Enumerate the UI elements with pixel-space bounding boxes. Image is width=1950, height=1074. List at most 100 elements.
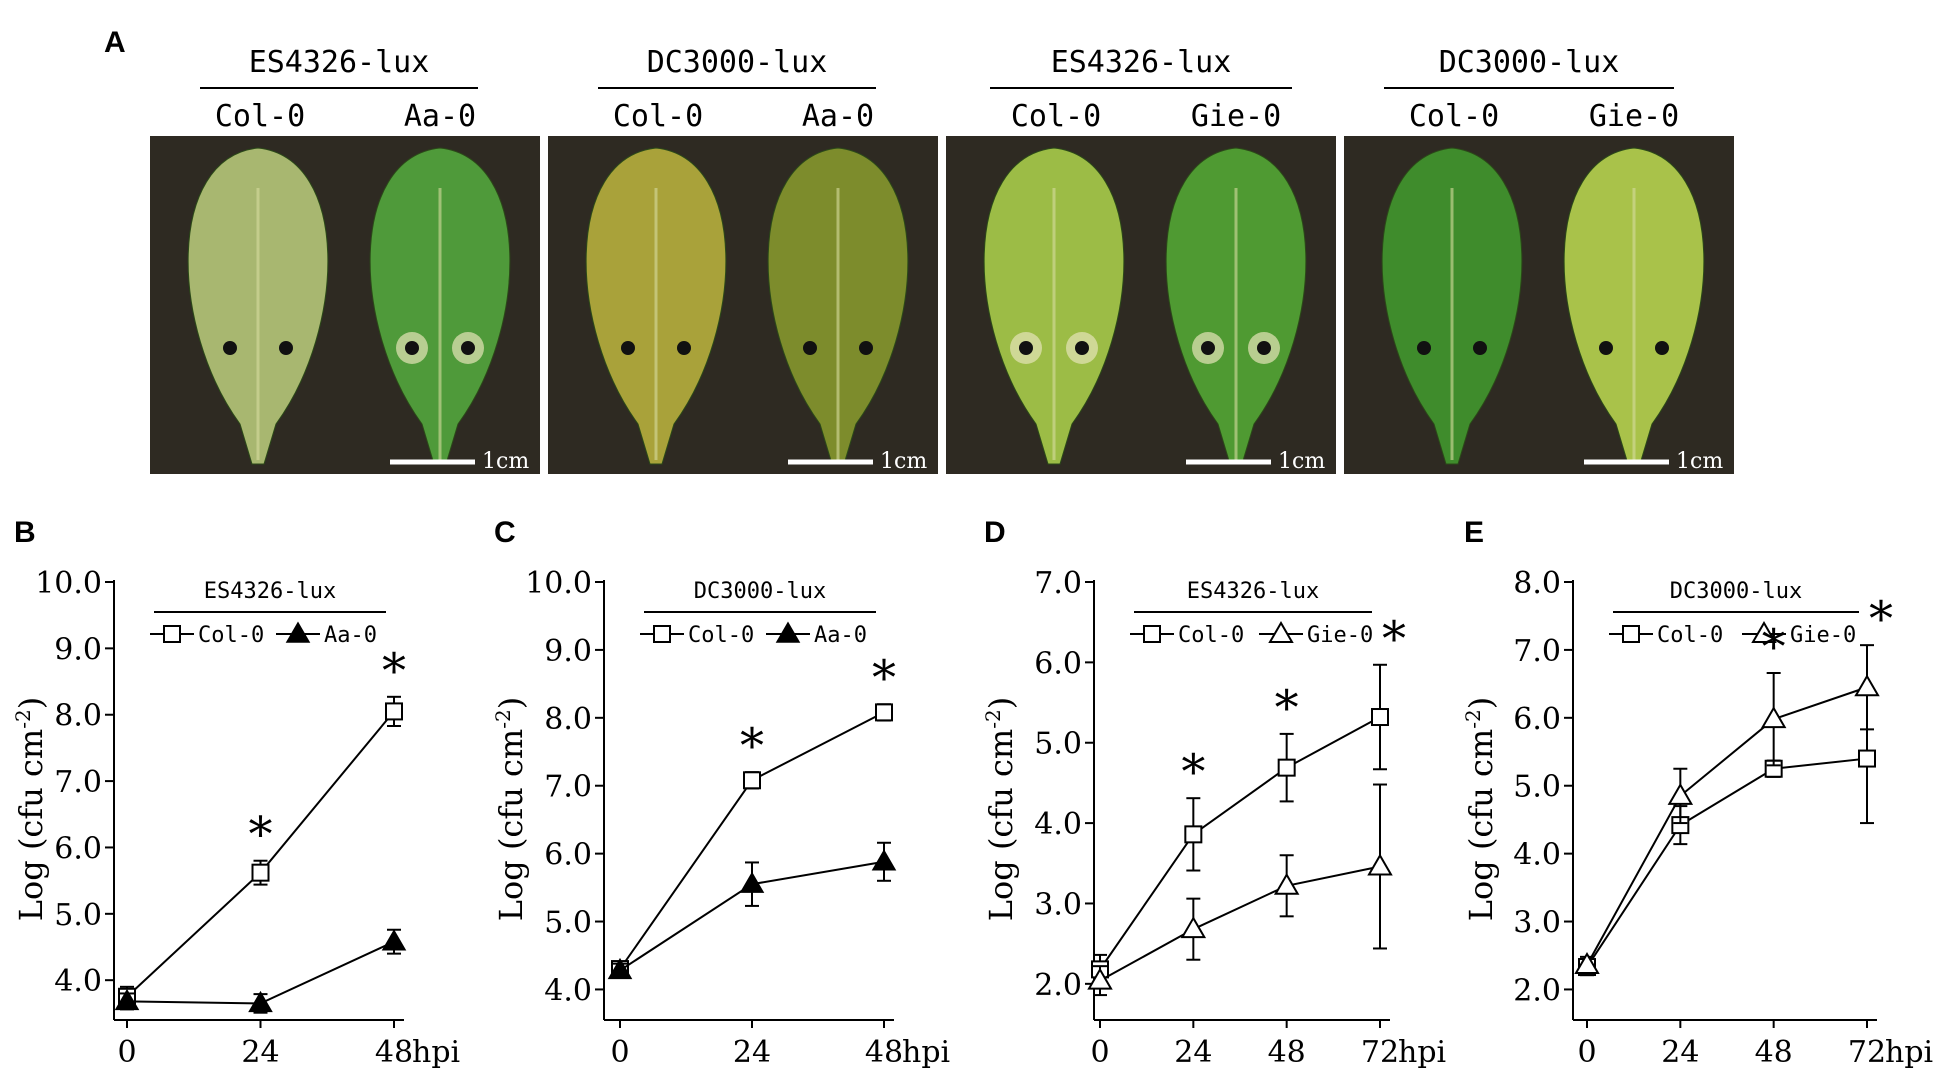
marker-open-triangle (1180, 916, 1207, 939)
x-tick-label: 48 (1268, 1035, 1306, 1070)
marker-open-square (1622, 625, 1640, 643)
marker-open-triangle (1854, 674, 1880, 697)
marker-open-square (1858, 749, 1876, 768)
marker-open-square (1277, 758, 1296, 777)
series-col-0 (1578, 693, 1876, 977)
x-unit-label: hpi (412, 1035, 460, 1070)
inoculation-hole (1599, 341, 1613, 355)
inoculation-hole (859, 341, 873, 355)
legend-title: ES4326-lux (1187, 579, 1319, 604)
y-tick-label: 2.0 (1513, 973, 1561, 1008)
panel-label: E (1464, 516, 1484, 549)
y-axis-title-close: ) (1462, 697, 1500, 709)
genotype-label: Aa-0 (802, 99, 874, 134)
marker-filled-triangle (775, 621, 801, 643)
y-tick-label: 7.0 (544, 770, 592, 805)
y-tick-label: 7.0 (54, 765, 102, 800)
y-tick-label: 4.0 (1513, 838, 1561, 873)
y-axis-title-sup: -2 (11, 709, 35, 728)
scale-bar-label: 1cm (1676, 449, 1723, 474)
y-tick-label: 6.0 (544, 838, 592, 873)
inoculation-hole (1075, 341, 1089, 355)
y-tick-label: 4.0 (544, 973, 592, 1008)
legend-label: Col-0 (198, 623, 264, 648)
legend-label: Aa-0 (814, 623, 867, 648)
genotype-label: Aa-0 (404, 99, 476, 134)
significance-star: * (1869, 591, 1893, 647)
marker-filled-triangle (285, 621, 311, 643)
y-axis-title-text: Log (cfu cm (492, 729, 530, 921)
x-tick-label: 48 (375, 1035, 413, 1070)
y-axis-title-text: Log (cfu cm (12, 729, 50, 921)
marker-open-square (163, 625, 181, 643)
inoculation-hole (1655, 341, 1669, 355)
legend-title: DC3000-lux (694, 579, 826, 604)
marker-open-triangle (1574, 951, 1600, 974)
strain-label: DC3000-lux (647, 45, 828, 80)
marker-filled-triangle (607, 957, 633, 980)
x-tick-label: 0 (1577, 1035, 1596, 1070)
x-tick-label: 0 (1090, 1035, 1109, 1070)
marker-open-triangle (1760, 706, 1787, 729)
series-line (1099, 716, 1381, 970)
panel-label: B (14, 516, 36, 549)
y-axis-title-close: ) (982, 697, 1020, 709)
inoculation-hole (1019, 341, 1033, 355)
panel-a-leaf-photos: A ES4326-lux Col-0 Aa-0 1cm DC3000-lux Col-0 Aa… (104, 26, 1734, 474)
legend-label: Col-0 (688, 623, 754, 648)
inoculation-hole (223, 341, 237, 355)
x-tick-label: 0 (117, 1035, 136, 1070)
marker-filled-triangle (248, 990, 273, 1013)
significance-star: * (1382, 611, 1406, 667)
x-tick-label: 72 (1848, 1035, 1886, 1070)
inoculation-hole (1201, 341, 1215, 355)
strain-label: DC3000-lux (1439, 45, 1620, 80)
y-tick-label: 3.0 (1034, 887, 1082, 922)
y-tick-label: 9.0 (54, 632, 102, 667)
marker-open-triangle (1367, 853, 1393, 876)
inoculation-hole (677, 341, 691, 355)
leaf-photo-group: ES4326-lux Col-0 Aa-0 1cm (150, 45, 540, 474)
y-axis-title-sup: -2 (981, 709, 1005, 728)
inoculation-hole (621, 341, 635, 355)
inoculation-hole (1417, 341, 1431, 355)
leaf-photo-group: DC3000-lux Col-0 Aa-0 1cm (548, 45, 938, 474)
legend-label: Col-0 (1178, 623, 1244, 648)
marker-open-triangle (1751, 621, 1777, 643)
significance-star: * (1275, 680, 1299, 736)
y-tick-label: 4.0 (1034, 807, 1082, 842)
legend-title: DC3000-lux (1670, 579, 1802, 604)
y-tick-label: 5.0 (1034, 727, 1082, 762)
leaf-photo-group: DC3000-lux Col-0 Gie-0 1cm (1344, 45, 1734, 474)
marker-open-triangle (1087, 967, 1113, 990)
x-tick-label: 24 (241, 1035, 279, 1070)
y-tick-label: 4.0 (54, 964, 102, 999)
marker-open-square (385, 702, 403, 721)
series-line (1099, 865, 1381, 982)
inoculation-hole (461, 341, 475, 355)
marker-filled-triangle (114, 988, 140, 1011)
y-axis-title-text: Log (cfu cm (982, 729, 1020, 921)
marker-open-triangle (1268, 621, 1294, 643)
series-gie-0 (1574, 644, 1880, 975)
series-line (1586, 686, 1868, 966)
strain-label: ES4326-lux (1051, 45, 1232, 80)
scale-bar-label: 1cm (880, 449, 927, 474)
y-tick-label: 6.0 (1034, 646, 1082, 681)
x-tick-label: 24 (733, 1035, 771, 1070)
x-tick-label: 48 (865, 1035, 903, 1070)
x-tick-label: 72 (1361, 1035, 1399, 1070)
marker-open-square (875, 703, 893, 722)
y-tick-label: 6.0 (1513, 702, 1561, 737)
marker-open-triangle (1273, 872, 1300, 895)
leaf-photo-group: ES4326-lux Col-0 Gie-0 1cm (946, 45, 1336, 474)
panel-label-a: A (104, 26, 126, 59)
y-tick-label: 9.0 (544, 634, 592, 669)
genotype-label: Gie-0 (1589, 99, 1679, 134)
inoculation-hole (1473, 341, 1487, 355)
marker-filled-triangle (871, 849, 897, 871)
x-tick-label: 24 (1661, 1035, 1699, 1070)
x-tick-label: 0 (610, 1035, 629, 1070)
